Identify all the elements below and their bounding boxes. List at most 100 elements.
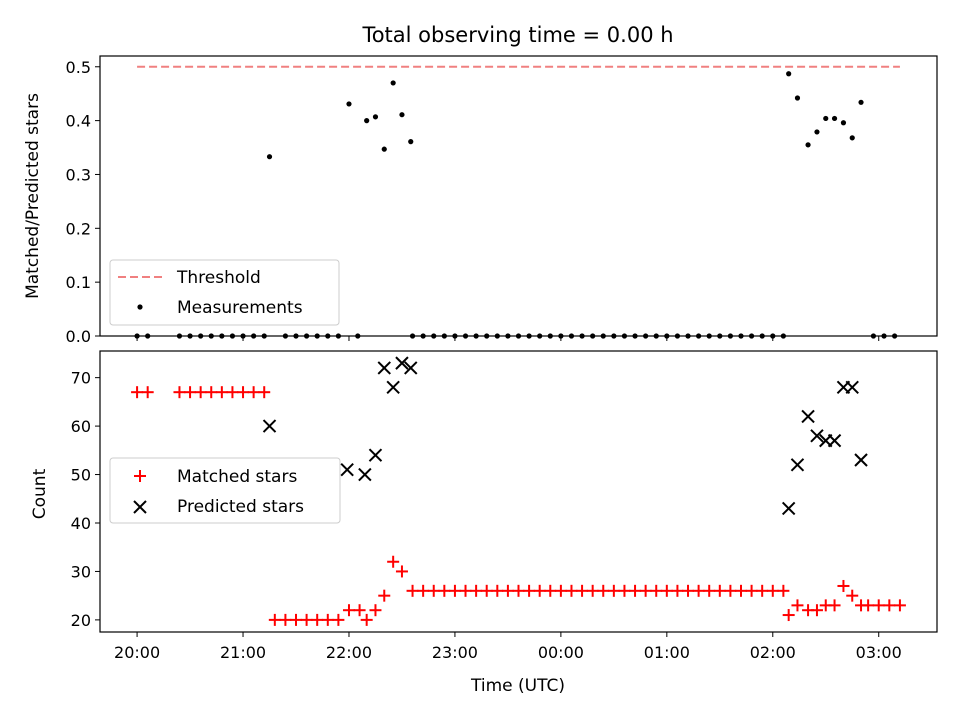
measurement-point (814, 129, 820, 135)
predicted-star-point (262, 419, 277, 433)
matched-star-point (360, 613, 373, 626)
measurement-point (858, 99, 864, 105)
matched-star-point (862, 599, 875, 612)
matched-star-point (756, 584, 769, 597)
matched-star-point (650, 584, 663, 597)
x-tick-label: 22:00 (326, 643, 372, 662)
bottom-y-axis: 20 30 40 50 60 70 (71, 369, 100, 630)
matched-star-point (618, 584, 631, 597)
measurements-legend-label: Measurements (177, 298, 303, 318)
matched-star-point (777, 584, 790, 597)
predicted-star-point (790, 458, 805, 472)
matched-star-point (417, 584, 430, 597)
matched-star-point (533, 584, 546, 597)
matched-star-point (893, 599, 906, 612)
bottom-y-tick-label: 60 (71, 417, 91, 436)
matched-star-point (586, 584, 599, 597)
matched-star-point (237, 386, 250, 399)
matched-star-point (184, 386, 197, 399)
measurements-legend-swatch (137, 304, 143, 310)
x-tick-label: 01:00 (644, 643, 690, 662)
x-axis-label: Time (UTC) (470, 676, 565, 696)
measurement-point (408, 139, 414, 145)
matched-star-point (395, 565, 408, 578)
measurement-point (840, 120, 847, 126)
measurement-point (364, 118, 370, 124)
matched-star-point (353, 604, 366, 617)
matched-star-point (734, 584, 747, 597)
matched-star-point (512, 584, 525, 597)
matched-star-point (427, 584, 440, 597)
measurement-point (786, 71, 792, 77)
matched-star-point (438, 584, 451, 597)
matched-star-point (459, 584, 472, 597)
top-legend: Threshold Measurements (109, 259, 340, 326)
matched-star-point (791, 599, 804, 612)
matched-star-point (782, 609, 795, 622)
predicted-star-point (340, 462, 354, 477)
matched-star-point (713, 584, 726, 597)
measurement-point (794, 95, 801, 101)
bottom-y-tick-label: 50 (71, 466, 91, 485)
matched-star-point (279, 613, 292, 626)
predicted-star-point (801, 409, 815, 424)
matched-star-point (692, 584, 705, 597)
top-plot-area (134, 65, 900, 339)
top-y-tick-label: 0.4 (66, 112, 91, 131)
matched-star-point (837, 579, 850, 592)
top-panel: 0.0 0.1 0.2 0.3 0.4 0.5 Matched/Predicted sta… (23, 55, 938, 346)
matched-star-point (682, 584, 695, 597)
matched-star-point (378, 589, 391, 602)
predicted-star-point (404, 361, 418, 375)
matched-star-point (448, 584, 461, 597)
matched-star-point (215, 386, 228, 399)
bottom-plot-area (131, 356, 906, 626)
matched-star-point (194, 386, 207, 399)
matched-star-point (828, 599, 841, 612)
measurement-point (381, 146, 387, 152)
bottom-y-tick-label: 70 (71, 369, 91, 388)
measurement-point (266, 154, 273, 160)
matched-star-point (810, 604, 823, 617)
x-tick-label: 03:00 (856, 643, 902, 662)
top-y-axis-label: Matched/Predicted stars (23, 93, 43, 299)
matched-star-point (639, 584, 652, 597)
matched-star-point (597, 584, 610, 597)
measurement-point (390, 80, 396, 86)
matched-star-point (766, 584, 779, 597)
matched-star-point (554, 584, 567, 597)
matched-star-point (369, 604, 382, 617)
matched-stars-legend-label: Matched stars (177, 467, 297, 487)
bottom-panel: 20 30 40 50 60 70 20:00 21:00 22:00 23:00 00:00 01… (30, 350, 938, 696)
measurement-point (831, 115, 838, 122)
predicted-star-point (845, 380, 859, 395)
matched-star-point (205, 386, 218, 399)
measurement-point (372, 114, 379, 120)
predicted-star-point (781, 501, 796, 516)
matched-star-point (247, 386, 260, 399)
matched-star-point (523, 584, 536, 597)
matched-star-point (576, 584, 589, 597)
top-y-tick-label: 0.1 (66, 273, 91, 292)
top-y-tick-label: 0.5 (66, 58, 91, 77)
predicted-stars-legend-label: Predicted stars (177, 497, 304, 517)
top-axes-frame (99, 55, 938, 337)
bottom-y-tick-label: 40 (71, 514, 91, 533)
matched-star-point (226, 386, 239, 399)
top-x-ticks (136, 336, 880, 341)
top-y-tick-label: 0.0 (66, 327, 91, 346)
matched-star-point (406, 584, 419, 597)
predicted-star-point (377, 361, 391, 375)
top-y-tick-label: 0.3 (66, 165, 91, 184)
matched-star-point (321, 613, 334, 626)
x-tick-label: 20:00 (114, 643, 160, 662)
matched-star-point (491, 584, 504, 597)
bottom-legend-box (109, 457, 341, 524)
matched-star-point (544, 584, 557, 597)
matched-star-point (629, 584, 642, 597)
matched-star-point (141, 386, 154, 399)
matched-star-point (258, 386, 271, 399)
predicted-star-point (854, 453, 868, 467)
matched-star-point (480, 584, 493, 597)
